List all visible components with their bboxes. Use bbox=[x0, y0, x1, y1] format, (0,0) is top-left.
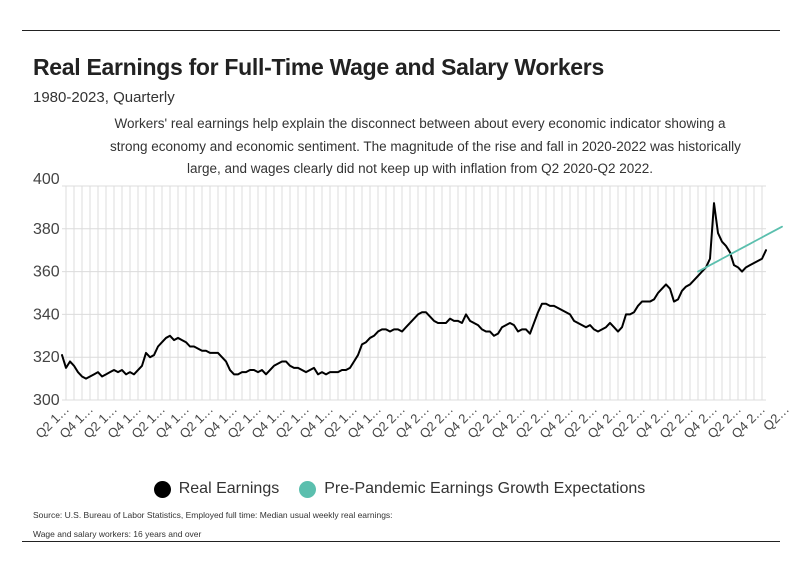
legend-item-real-earnings[interactable]: Real Earnings bbox=[153, 480, 280, 498]
legend-label-pre-pandemic: Pre-Pandemic Earnings Growth Expectation… bbox=[324, 480, 646, 497]
legend-swatch-real-earnings bbox=[153, 480, 171, 498]
description-line-3: large, and wages clearly did not keep up… bbox=[186, 161, 654, 176]
legend-swatch-pre-pandemic bbox=[299, 480, 317, 498]
source-line-1: Source: U.S. Bureau of Labor Statistics,… bbox=[33, 510, 393, 520]
y-tick-label: 320 bbox=[33, 349, 60, 366]
y-tick-label: 400 bbox=[33, 171, 60, 188]
y-tick-label: 380 bbox=[33, 221, 60, 238]
series-line-real-earnings bbox=[61, 202, 767, 380]
y-tick-label: 340 bbox=[33, 306, 60, 323]
y-tick-label: 300 bbox=[33, 392, 60, 409]
series-line-pre-pandemic bbox=[697, 225, 783, 273]
chart-subtitle: 1980-2023, Quarterly bbox=[33, 89, 175, 106]
y-tick-label: 360 bbox=[33, 264, 60, 281]
description-line-2: strong economy and economic sentiment. T… bbox=[110, 138, 741, 154]
line-chart: Q2 1…Q4 1…Q2 1…Q4 1…Q2 1…Q4 1…Q2 1…Q4 1…… bbox=[32, 171, 792, 441]
legend-label-real-earnings: Real Earnings bbox=[178, 480, 280, 497]
x-tick-label: Q2… bbox=[760, 402, 792, 434]
top-rule bbox=[22, 30, 780, 31]
chart-description: Workers' real earnings help explain the … bbox=[110, 113, 741, 181]
source-line-2: Wage and salary workers: 16 years and ov… bbox=[33, 529, 202, 539]
legend-item-pre-pandemic[interactable]: Pre-Pandemic Earnings Growth Expectation… bbox=[299, 480, 645, 498]
legend: Real Earnings Pre-Pandemic Earnings Grow… bbox=[0, 480, 799, 498]
description-line-1: Workers' real earnings help explain the … bbox=[114, 116, 726, 131]
chart-title: Real Earnings for Full-Time Wage and Sal… bbox=[33, 54, 604, 80]
bottom-rule bbox=[22, 541, 780, 542]
